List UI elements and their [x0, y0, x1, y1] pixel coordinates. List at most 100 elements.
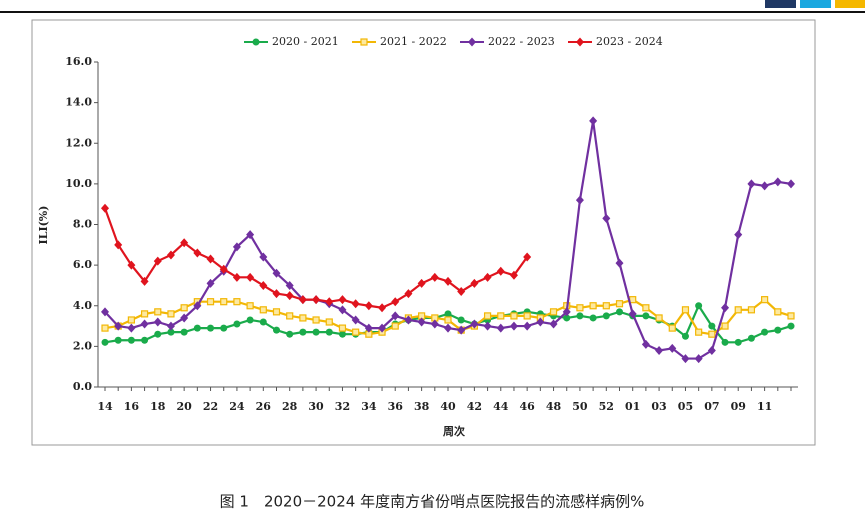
point [180, 313, 189, 323]
chart-frame [31, 19, 816, 446]
point [563, 314, 571, 322]
y-tick-label: 16.0 [65, 55, 92, 68]
point [391, 311, 400, 321]
point [417, 317, 426, 327]
y-tick-label: 4.0 [73, 299, 92, 312]
x-tick-label: 07 [704, 400, 719, 413]
point [233, 320, 241, 328]
point [681, 306, 690, 314]
point [154, 308, 162, 316]
point [444, 323, 452, 333]
point [312, 328, 320, 336]
point [483, 312, 492, 320]
point [299, 314, 307, 322]
point [166, 321, 175, 331]
point [444, 276, 452, 286]
point [338, 324, 347, 332]
x-tick-label: 30 [308, 400, 324, 413]
x-tick-label: 48 [546, 400, 562, 413]
point [338, 330, 346, 338]
x-tick-label: 18 [150, 400, 166, 413]
y-tick-label: 12.0 [65, 136, 92, 149]
point [352, 328, 360, 336]
legend-label: 2022 - 2023 [488, 35, 555, 48]
point [206, 298, 215, 306]
point [576, 304, 584, 312]
point [417, 278, 426, 288]
point [774, 326, 782, 334]
point [615, 300, 624, 308]
point [364, 323, 373, 333]
y-tick-label: 8.0 [73, 218, 92, 231]
x-tick-label: 40 [440, 400, 456, 413]
point [114, 240, 123, 250]
x-tick-label: 36 [388, 400, 404, 413]
point [761, 296, 769, 304]
point [642, 312, 650, 320]
x-tick-label: 52 [599, 400, 614, 413]
x-tick-label: 09 [731, 400, 746, 413]
y-tick-label: 0.0 [73, 380, 92, 393]
point [325, 328, 333, 336]
point [628, 309, 637, 319]
point [140, 319, 149, 329]
point [259, 252, 268, 262]
point [470, 319, 479, 329]
point [734, 338, 742, 346]
x-tick-label: 38 [414, 400, 430, 413]
point [747, 306, 756, 314]
point [721, 338, 729, 346]
point [483, 321, 492, 331]
x-tick-label: 34 [361, 400, 377, 413]
x-tick-label: 28 [282, 400, 298, 413]
point [285, 280, 294, 290]
point [615, 258, 624, 268]
legend-label: 2023 - 2024 [596, 35, 663, 48]
point [774, 308, 782, 316]
x-tick-label: 20 [176, 400, 192, 413]
point [787, 312, 795, 320]
point [430, 319, 439, 329]
x-tick-label: 42 [467, 400, 482, 413]
point [549, 308, 558, 316]
point [325, 297, 334, 307]
caption: 图 1 2020－2024 年度南方省份哨点医院报告的流感样病例% [220, 493, 645, 511]
point [180, 238, 189, 248]
point [325, 318, 333, 326]
point [721, 303, 730, 313]
point [444, 316, 452, 324]
point [496, 323, 505, 333]
point [114, 321, 123, 331]
point [602, 213, 611, 223]
x-tick-label: 14 [97, 400, 113, 413]
point [497, 312, 505, 320]
point [166, 250, 175, 260]
deco-block [765, 0, 796, 8]
point [761, 328, 769, 336]
point [127, 260, 136, 270]
point [747, 334, 755, 342]
x-tick-label: 01 [625, 400, 640, 413]
point [404, 315, 413, 325]
point [378, 303, 387, 313]
point [575, 195, 584, 205]
point [127, 316, 135, 324]
point [589, 116, 598, 126]
point [734, 306, 742, 314]
y-tick-label: 14.0 [65, 96, 92, 109]
x-axis-label: 周次 [443, 424, 465, 438]
point [154, 330, 162, 338]
point [444, 310, 452, 318]
x-tick-label: 05 [678, 400, 693, 413]
point [232, 242, 241, 252]
legend-label: 2021 - 2022 [380, 35, 447, 48]
point [721, 322, 729, 330]
point [655, 345, 664, 355]
point [681, 332, 689, 340]
x-tick-label: 11 [757, 400, 772, 413]
point [272, 268, 281, 278]
point [273, 326, 280, 334]
y-axis-label: ILI(%) [37, 206, 50, 245]
point [681, 354, 690, 364]
point [536, 317, 545, 327]
